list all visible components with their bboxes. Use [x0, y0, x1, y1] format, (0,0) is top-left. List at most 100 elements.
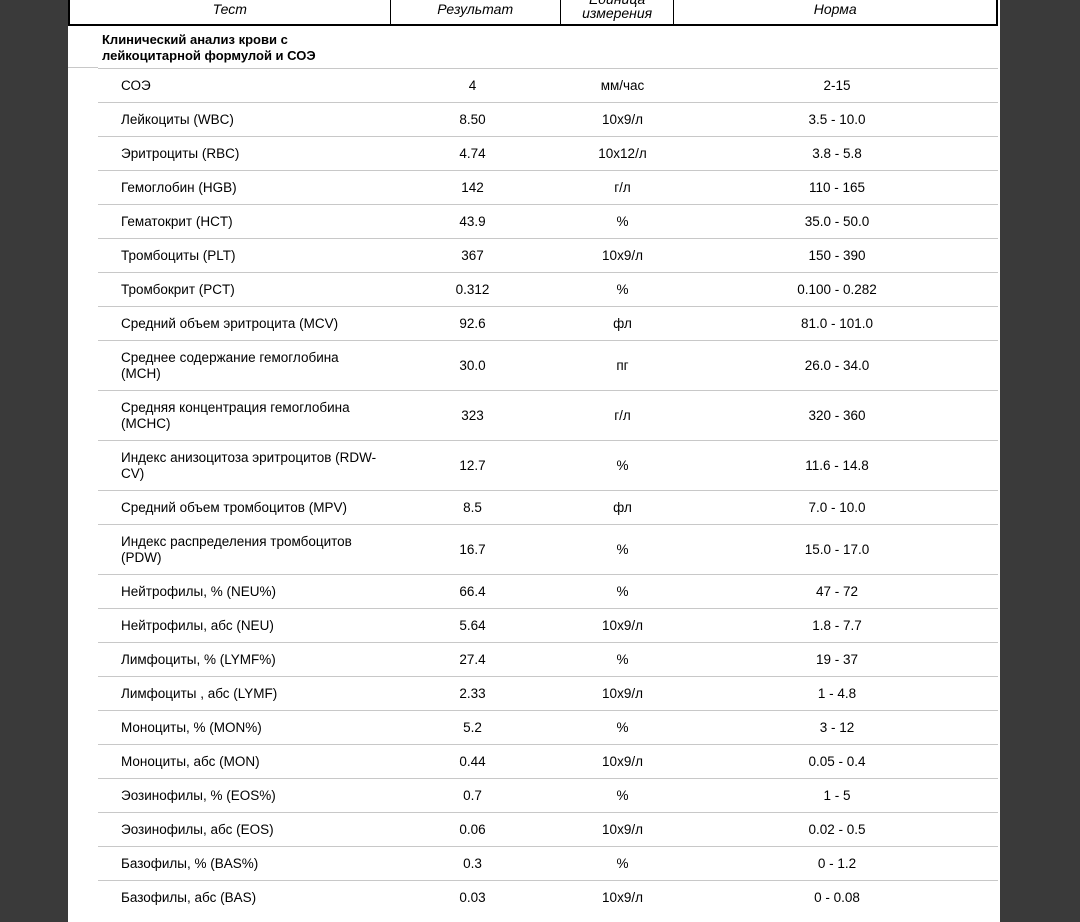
result-value: 5.2: [390, 710, 555, 745]
unit: %: [555, 574, 690, 609]
cell-spacer: [984, 170, 998, 205]
test-name: Лимфоциты, % (LYMF%): [98, 642, 390, 677]
unit: 10х9/л: [555, 238, 690, 273]
result-value: 8.50: [390, 102, 555, 137]
reference-range: 0 - 0.08: [690, 880, 984, 914]
table-row: Моноциты, % (MON%) 5.2% 3 - 12: [98, 710, 998, 745]
table-row: Средний объем эритроцита (MCV) 92.6 фл 81.0…: [98, 306, 998, 341]
column-header: Норма: [813, 1, 857, 17]
result-value: 0.06: [390, 812, 555, 847]
reference-range: 7.0 - 10.0: [690, 490, 984, 525]
result-value: 4.74: [390, 136, 555, 171]
result-value: 30.0: [390, 340, 555, 391]
table-row: Эозинофилы, % (EOS%) 0.7% 1 - 5: [98, 778, 998, 813]
reference-range: 47 - 72: [690, 574, 984, 609]
document: Тест Результат Единица измерения Норма К…: [68, 0, 1000, 922]
unit: %: [555, 204, 690, 239]
cell-spacer: [984, 778, 998, 813]
unit: %: [555, 440, 690, 491]
result-value: 8.5: [390, 490, 555, 525]
table-row: Нейтрофилы, % (NEU%) 66.4% 47 - 72: [98, 574, 998, 609]
cell-spacer: [984, 608, 998, 643]
cell-spacer: [984, 306, 998, 341]
result-value: 43.9: [390, 204, 555, 239]
table-row: Нейтрофилы, абс (NEU) 5.64 10х9/л 1.8 - 7.7: [98, 608, 998, 643]
cell-spacer: [984, 524, 998, 575]
unit: мм/час: [555, 68, 690, 103]
unit: 10х9/л: [555, 812, 690, 847]
result-value: 0.3: [390, 846, 555, 881]
table-row: Среднее содержание гемоглобина (MCH) 30.0…: [98, 340, 998, 391]
test-name: Моноциты, % (MON%): [98, 710, 390, 745]
table-row: Индекс анизоцитоза эритроцитов (RDW-CV) 1…: [98, 440, 998, 491]
unit: г/л: [555, 390, 690, 441]
reference-range: 1 - 5: [690, 778, 984, 813]
table-row: Базофилы, % (BAS%) 0.3% 0 - 1.2: [98, 846, 998, 881]
unit: %: [555, 642, 690, 677]
table-row: Базофилы, абс (BAS) 0.03 10х9/л 0 - 0.08: [98, 880, 998, 914]
table-row: Эритроциты (RBC) 4.74 10х12/л 3.8 - 5.8: [98, 136, 998, 171]
table-row: Гемоглобин (HGB) 142 г/л 110 - 165: [98, 170, 998, 205]
section-title: Клинический анализ крови с лейкоцитарной…: [102, 32, 316, 63]
unit: 10х9/л: [555, 880, 690, 914]
result-value: 5.64: [390, 608, 555, 643]
cell-spacer: [984, 204, 998, 239]
result-value: 0.312: [390, 272, 555, 307]
test-name: Базофилы, абс (BAS): [98, 880, 390, 914]
test-name: Лейкоциты (WBC): [98, 102, 390, 137]
test-name: Индекс анизоцитоза эритроцитов (RDW-CV): [98, 440, 390, 491]
cell-spacer: [984, 676, 998, 711]
unit: 10х12/л: [555, 136, 690, 171]
reference-range: 1 - 4.8: [690, 676, 984, 711]
table-row: Гематокрит (HCT) 43.9% 35.0 - 50.0: [98, 204, 998, 239]
cell-spacer: [984, 490, 998, 525]
test-name: Эозинофилы, % (EOS%): [98, 778, 390, 813]
table-row: СОЭ 4 мм/час 2-15: [98, 68, 998, 103]
unit: %: [555, 846, 690, 881]
cell-spacer: [984, 238, 998, 273]
reference-range: 110 - 165: [690, 170, 984, 205]
unit: фл: [555, 490, 690, 525]
table-row: Эозинофилы, абс (EOS) 0.06 10х9/л 0.02 - 0.…: [98, 812, 998, 847]
cell-spacer: [984, 272, 998, 307]
unit: %: [555, 778, 690, 813]
reference-range: 1.8 - 7.7: [690, 608, 984, 643]
table-row: Тромбокрит (PCT) 0.312% 0.100 - 0.282: [98, 272, 998, 307]
result-value: 0.44: [390, 744, 555, 779]
table-row: Средний объем тромбоцитов (MPV) 8.5 фл 7.0 …: [98, 490, 998, 525]
reference-range: 150 - 390: [690, 238, 984, 273]
result-value: 2.33: [390, 676, 555, 711]
reference-range: 26.0 - 34.0: [690, 340, 984, 391]
table-row: Тромбоциты (PLT) 367 10х9/л 150 - 390: [98, 238, 998, 273]
cell-spacer: [984, 68, 998, 103]
unit: фл: [555, 306, 690, 341]
table-header: Тест Результат Единица измерения Норма: [68, 0, 998, 26]
test-name: Лимфоциты , абс (LYMF): [98, 676, 390, 711]
unit: г/л: [555, 170, 690, 205]
test-name: СОЭ: [98, 68, 390, 103]
result-value: 142: [390, 170, 555, 205]
test-name: Тромбоциты (PLT): [98, 238, 390, 273]
table-row: Моноциты, абс (MON) 0.44 10х9/л 0.05 - 0.4: [98, 744, 998, 779]
result-value: 4: [390, 68, 555, 103]
unit: 10х9/л: [555, 102, 690, 137]
test-name: Средний объем эритроцита (MCV): [98, 306, 390, 341]
test-name: Эозинофилы, абс (EOS): [98, 812, 390, 847]
unit: пг: [555, 340, 690, 391]
test-name: Средний объем тромбоцитов (MPV): [98, 490, 390, 525]
cell-spacer: [984, 102, 998, 137]
reference-range: 35.0 - 50.0: [690, 204, 984, 239]
unit: %: [555, 524, 690, 575]
results-table: СОЭ 4 мм/час 2-15 Лейкоциты (WBC) 8.50 10х9/л 3…: [98, 68, 998, 914]
reference-range: 19 - 37: [690, 642, 984, 677]
test-name: Моноциты, абс (MON): [98, 744, 390, 779]
result-value: 0.03: [390, 880, 555, 914]
result-value: 367: [390, 238, 555, 273]
cell-spacer: [984, 744, 998, 779]
column-header: Единица измерения: [561, 0, 675, 24]
test-name: Нейтрофилы, % (NEU%): [98, 574, 390, 609]
cell-spacer: [984, 136, 998, 171]
test-name: Эритроциты (RBC): [98, 136, 390, 171]
reference-range: 320 - 360: [690, 390, 984, 441]
